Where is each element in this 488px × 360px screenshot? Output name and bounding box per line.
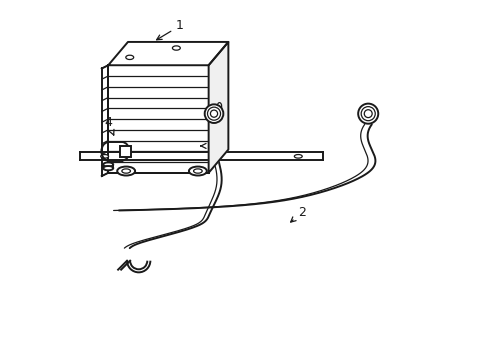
Polygon shape (108, 42, 228, 65)
Circle shape (364, 110, 371, 118)
Polygon shape (80, 152, 323, 160)
Ellipse shape (193, 169, 202, 173)
Circle shape (207, 107, 220, 120)
Circle shape (210, 110, 217, 117)
Ellipse shape (125, 55, 133, 59)
Text: 2: 2 (290, 206, 305, 222)
Ellipse shape (117, 167, 135, 176)
Text: 4: 4 (104, 116, 114, 135)
Text: 1: 1 (156, 19, 183, 40)
Ellipse shape (172, 46, 180, 50)
Ellipse shape (122, 169, 130, 173)
Circle shape (361, 107, 374, 121)
Circle shape (204, 104, 223, 123)
Polygon shape (208, 42, 228, 173)
Ellipse shape (294, 154, 302, 158)
Text: 3: 3 (200, 139, 214, 152)
Polygon shape (108, 65, 208, 173)
Ellipse shape (103, 162, 113, 167)
Ellipse shape (103, 166, 113, 170)
Circle shape (357, 104, 378, 124)
Ellipse shape (101, 154, 108, 158)
FancyBboxPatch shape (120, 146, 131, 157)
Ellipse shape (217, 103, 221, 110)
Ellipse shape (188, 167, 206, 176)
